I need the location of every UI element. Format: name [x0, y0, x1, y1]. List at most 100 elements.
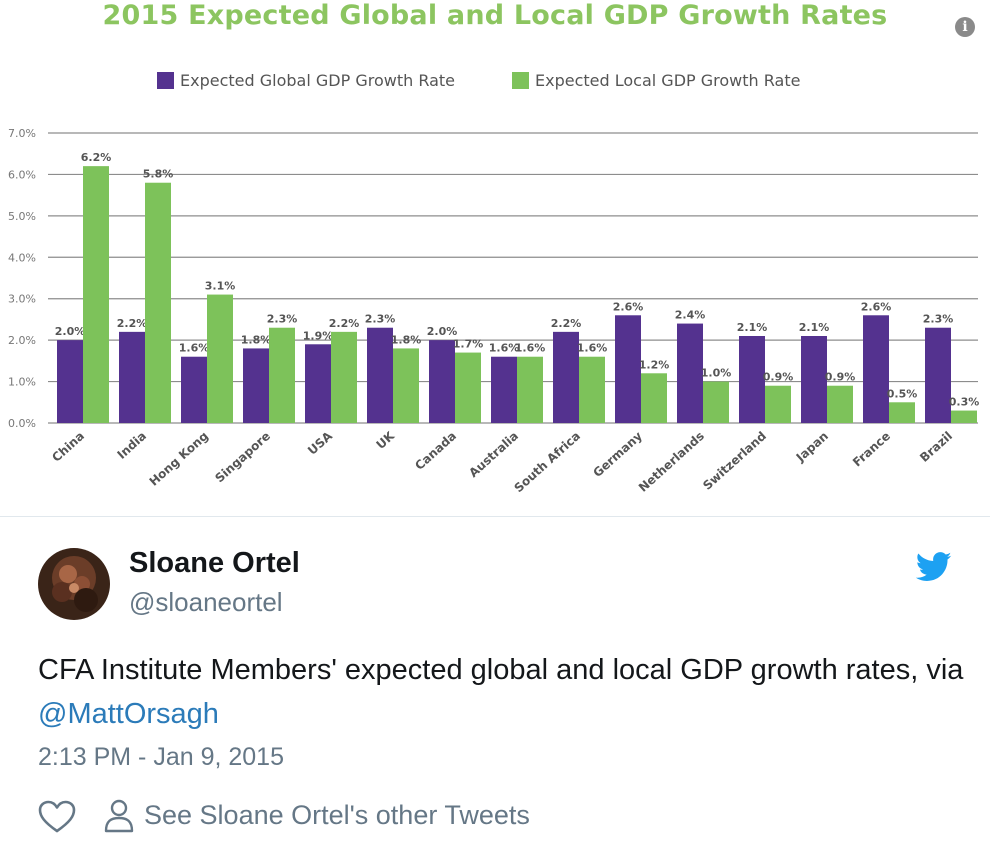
chart-title: 2015 Expected Global and Local GDP Growt… — [102, 0, 888, 31]
chart-image[interactable]: 2015 Expected Global and Local GDP Growt… — [0, 0, 990, 515]
info-icon[interactable]: i — [955, 17, 975, 37]
tweet-actions: See Sloane Ortel's other Tweets — [38, 798, 958, 834]
data-label: 0.3% — [949, 396, 980, 409]
legend-item-global: Expected Global GDP Growth Rate — [157, 69, 455, 91]
data-label: 2.1% — [737, 321, 768, 334]
y-tick-label: 5.0% — [8, 210, 36, 223]
y-tick-label: 7.0% — [8, 127, 36, 140]
legend-label-global: Expected Global GDP Growth Rate — [180, 70, 455, 90]
data-label: 1.7% — [453, 338, 484, 351]
bar-chart: 0.0% 1.0% 2.0% 3.0% 4.0% 5.0% 6.0% 7.0% 2.0% 6.2%… — [8, 127, 980, 495]
y-tick-label: 1.0% — [8, 376, 36, 389]
data-label: 1.2% — [639, 358, 670, 371]
data-label: 1.6% — [489, 342, 520, 355]
bar-local — [393, 348, 419, 423]
legend-swatch-local — [512, 71, 529, 89]
data-label: 2.4% — [675, 309, 706, 322]
data-label: 2.6% — [861, 300, 892, 313]
bar-global — [491, 356, 517, 423]
data-label: 5.8% — [143, 168, 174, 181]
avatar[interactable] — [38, 548, 110, 620]
bar-global — [739, 336, 765, 423]
bar-global — [367, 327, 393, 423]
bar-global — [305, 344, 331, 423]
x-tick-label: Canada — [412, 429, 459, 473]
bar-global — [801, 336, 827, 423]
x-tick-label: France — [850, 429, 893, 470]
data-label: 1.9% — [303, 329, 334, 342]
x-tick-label: Australia — [466, 429, 521, 480]
x-tick-label: China — [49, 429, 87, 465]
bar-global — [925, 327, 951, 423]
divider — [0, 516, 990, 517]
twitter-bird-icon[interactable] — [916, 552, 952, 582]
bar-global — [615, 315, 641, 423]
x-tick-label: Hong Kong — [147, 429, 211, 489]
bar-local — [455, 352, 481, 423]
legend-swatch-global — [157, 71, 174, 89]
bar-global — [119, 331, 145, 423]
legend-label-local: Expected Local GDP Growth Rate — [535, 70, 801, 90]
author-name[interactable]: Sloane Ortel — [129, 547, 300, 579]
heart-icon[interactable] — [38, 800, 76, 834]
bar-local — [579, 356, 605, 423]
data-label: 1.6% — [577, 342, 608, 355]
bar-global — [677, 323, 703, 423]
bar-local — [207, 294, 233, 423]
author-handle[interactable]: @sloaneortel — [129, 587, 283, 617]
y-tick-label: 2.0% — [8, 334, 36, 347]
tweet-text-body: CFA Institute Members' expected global a… — [38, 654, 964, 686]
data-label: 3.1% — [205, 280, 236, 293]
x-tick-label: USA — [305, 428, 335, 457]
x-tick-label: India — [115, 429, 149, 462]
mention-link[interactable]: @MattOrsagh — [38, 698, 219, 730]
data-label: 2.3% — [923, 313, 954, 326]
tweet-timestamp[interactable]: 2:13 PM - Jan 9, 2015 — [38, 743, 284, 771]
bar-local — [145, 182, 171, 423]
x-tick-label: Japan — [793, 429, 831, 465]
data-label: 0.9% — [763, 371, 794, 384]
bar-local — [889, 402, 915, 423]
x-tick-label: Germany — [590, 429, 645, 480]
bar-local — [517, 356, 543, 423]
bar-global — [863, 315, 889, 423]
data-label: 0.5% — [887, 387, 918, 400]
person-icon — [104, 799, 134, 833]
bar-local — [765, 385, 791, 423]
y-tick-label: 6.0% — [8, 168, 36, 181]
bar-local — [703, 381, 729, 423]
bar-global — [181, 356, 207, 423]
other-tweets-link[interactable]: See Sloane Ortel's other Tweets — [144, 800, 530, 830]
bar-local — [331, 331, 357, 423]
bar-global — [429, 340, 455, 423]
avatar-image — [38, 548, 110, 620]
tweet-text: CFA Institute Members' expected global a… — [38, 648, 968, 736]
data-label: 1.6% — [515, 342, 546, 355]
data-label: 2.2% — [329, 317, 360, 330]
bar-local — [951, 410, 977, 423]
x-tick-label: Switzerland — [700, 429, 769, 493]
bar-global — [553, 331, 579, 423]
bar-global — [57, 340, 83, 423]
bar-local — [83, 166, 109, 423]
legend-item-local: Expected Local GDP Growth Rate — [512, 69, 800, 91]
data-label: 1.8% — [241, 333, 272, 346]
data-label: 1.0% — [701, 367, 732, 380]
y-tick-label: 0.0% — [8, 417, 36, 430]
x-tick-label: UK — [373, 428, 397, 452]
data-label: 0.9% — [825, 371, 856, 384]
bar-local — [641, 373, 667, 423]
data-label: 2.3% — [267, 313, 298, 326]
x-tick-label: Singapore — [212, 429, 273, 486]
data-label: 2.3% — [365, 313, 396, 326]
x-tick-label: Brazil — [917, 429, 955, 465]
data-label: 2.0% — [427, 325, 458, 338]
data-label: 2.2% — [117, 317, 148, 330]
data-label: 1.8% — [391, 333, 422, 346]
y-tick-label: 3.0% — [8, 293, 36, 306]
chart-legend: Expected Global GDP Growth Rate Expected… — [0, 69, 990, 91]
data-label: 6.2% — [81, 151, 112, 164]
x-tick-label: South Africa — [511, 429, 583, 495]
data-label: 1.6% — [179, 342, 210, 355]
y-tick-label: 4.0% — [8, 251, 36, 264]
